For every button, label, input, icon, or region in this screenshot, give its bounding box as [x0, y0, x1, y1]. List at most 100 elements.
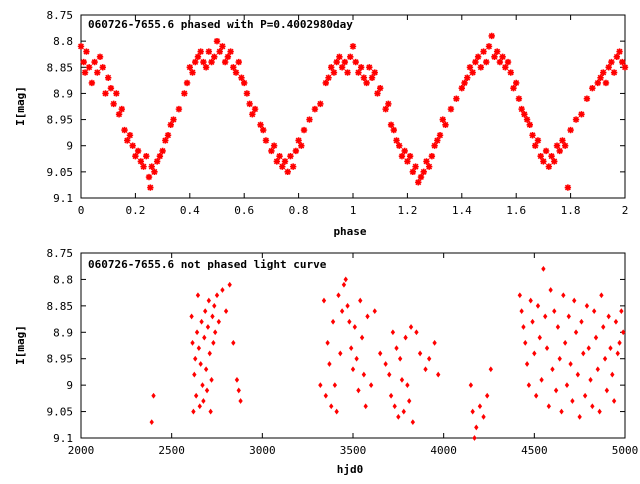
y-tick-label: 9.05: [47, 406, 74, 419]
data-point: [151, 168, 158, 176]
data-point: [140, 163, 147, 170]
data-point: [210, 313, 215, 320]
data-point: [613, 53, 621, 61]
data-point: [403, 334, 408, 341]
data-point: [529, 132, 536, 139]
data-point: [583, 95, 591, 102]
data-point: [412, 163, 419, 170]
data-point: [325, 339, 330, 346]
data-point: [399, 376, 405, 383]
data-point: [378, 350, 383, 357]
data-point: [401, 147, 408, 155]
x-tick-label: 3000: [249, 444, 276, 457]
data-point: [432, 339, 437, 346]
data-point: [436, 371, 441, 378]
data-point: [474, 53, 482, 61]
data-point: [94, 69, 101, 76]
data-point: [330, 318, 336, 325]
data-point: [330, 69, 338, 76]
data-point: [352, 324, 357, 330]
data-point: [539, 376, 544, 383]
data-point: [521, 324, 526, 330]
data-point: [488, 32, 495, 40]
unphased-light-curve-panel: 060726-7655.6 not phased light curve hjd…: [14, 247, 638, 476]
data-point: [366, 64, 373, 71]
data-point: [213, 37, 221, 45]
data-point: [99, 64, 106, 71]
data-point: [345, 302, 350, 309]
data-point: [365, 313, 370, 320]
data-point: [561, 292, 566, 299]
data-point: [107, 85, 115, 92]
x-tick-label: 1.8: [561, 204, 581, 217]
data-point: [81, 69, 89, 76]
data-point: [436, 132, 444, 139]
data-point: [390, 329, 396, 336]
data-point: [588, 376, 593, 383]
data-point: [208, 408, 213, 415]
data-point: [115, 111, 123, 118]
data-point: [423, 366, 428, 373]
data-point: [453, 95, 460, 102]
data-point: [363, 403, 368, 410]
data-point: [80, 58, 87, 66]
phased-axis-ticks: 0 0.2 0.4 0.6 0.8 1 1.2 1.4 1.6 1.8 2 8.75 8.8 8.85 8.…: [47, 9, 629, 217]
data-point: [181, 90, 188, 97]
data-point: [132, 152, 139, 160]
data-point: [602, 355, 608, 362]
data-point: [546, 403, 552, 410]
data-point: [575, 371, 581, 378]
data-point: [183, 79, 191, 87]
data-point: [600, 69, 607, 76]
data-point: [167, 121, 174, 128]
data-point: [613, 318, 619, 325]
data-point: [513, 79, 520, 87]
data-point: [175, 105, 183, 113]
data-point: [551, 158, 558, 165]
data-point: [431, 142, 438, 149]
data-point: [548, 152, 555, 160]
data-point: [192, 58, 199, 66]
data-point: [605, 64, 612, 71]
data-point: [134, 147, 142, 155]
data-point: [148, 163, 155, 170]
data-point: [557, 355, 562, 362]
data-point: [341, 281, 347, 288]
data-point: [372, 308, 377, 315]
data-point: [610, 69, 618, 76]
data-point: [332, 382, 338, 389]
data-point: [329, 403, 334, 410]
data-point: [392, 403, 397, 410]
data-point: [251, 105, 259, 113]
data-point: [193, 355, 198, 362]
data-point: [401, 408, 406, 415]
data-point: [533, 392, 539, 399]
data-point: [352, 58, 359, 66]
data-point: [205, 324, 211, 330]
x-tick-label: 0.8: [289, 204, 309, 217]
data-point: [537, 152, 544, 160]
data-point: [579, 318, 584, 325]
data-point: [543, 313, 548, 320]
data-point: [129, 142, 136, 149]
data-point: [442, 121, 449, 128]
data-point: [350, 366, 356, 373]
x-tick-label: 2: [622, 204, 629, 217]
data-point: [338, 350, 343, 357]
data-point: [594, 79, 601, 87]
data-point: [270, 142, 278, 149]
data-point: [214, 292, 220, 299]
data-point: [354, 355, 359, 362]
data-point: [349, 43, 357, 50]
y-tick-label: 9.1: [53, 192, 73, 205]
data-point: [191, 408, 196, 415]
data-point: [447, 105, 455, 113]
data-point: [164, 132, 172, 139]
data-point: [105, 74, 112, 81]
data-point: [238, 74, 245, 81]
data-point: [517, 292, 523, 299]
y-tick-label: 8.8: [53, 273, 73, 286]
data-point: [189, 313, 194, 320]
data-point: [584, 302, 590, 309]
data-point: [518, 105, 525, 113]
